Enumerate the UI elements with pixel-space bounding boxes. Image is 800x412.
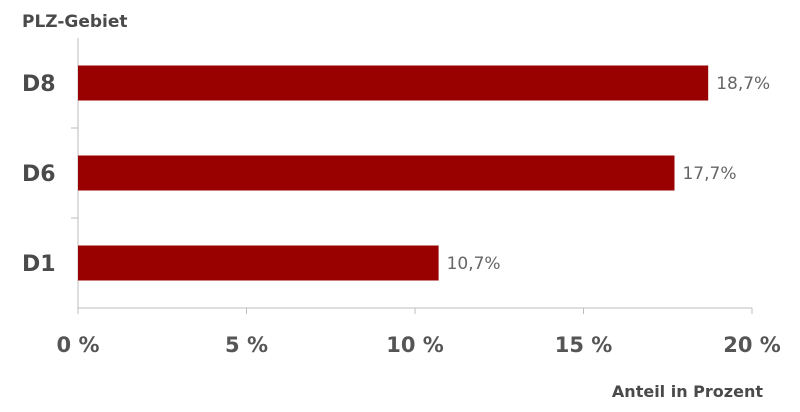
bar-d6 [78, 155, 675, 191]
data-label: 10,7% [447, 254, 501, 274]
bars-group: D8 18,7% D6 17,7% D1 10,7% [22, 65, 770, 281]
category-label: D1 [22, 252, 56, 277]
x-axis-title: Anteil in Prozent [612, 382, 763, 401]
y-axis-title: PLZ-Gebiet [22, 12, 128, 32]
category-label: D8 [22, 72, 56, 97]
data-label: 17,7% [682, 164, 736, 184]
x-tick-label: 0 % [57, 333, 100, 357]
bar-d8 [78, 65, 709, 101]
x-ticks-group: 0 % 5 % 10 % 15 % 20 % [57, 308, 781, 357]
x-tick-label: 5 % [225, 333, 268, 357]
x-tick-label: 20 % [723, 333, 781, 357]
data-label: 18,7% [716, 74, 770, 94]
bar-d1 [78, 245, 439, 281]
x-tick-label: 10 % [386, 333, 444, 357]
category-label: D6 [22, 162, 56, 187]
x-tick-label: 15 % [555, 333, 613, 357]
